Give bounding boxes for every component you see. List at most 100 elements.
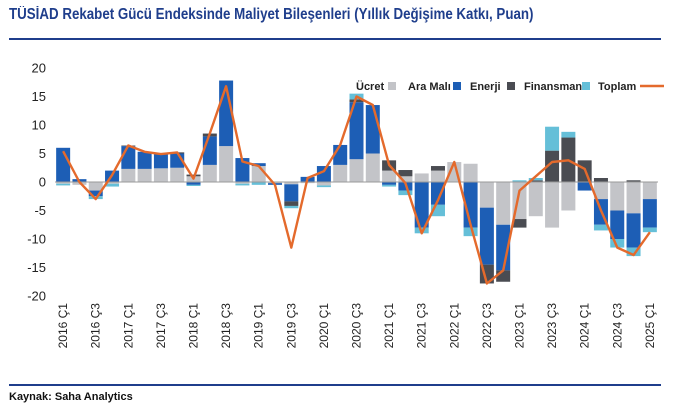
bar-segment-0-33: [593, 182, 608, 200]
bar-segment-3-36: [642, 227, 657, 233]
bar-segment-3-29: [528, 178, 543, 181]
x-tick-label: 2021 Ç3: [415, 303, 429, 349]
x-tick-label: 2024 Ç1: [578, 303, 592, 349]
legend-swatch-1: [453, 82, 461, 90]
y-tick-label: -20: [27, 289, 46, 304]
x-tick-label: 2019 Ç1: [252, 303, 266, 349]
bar-segment-3-30: [545, 126, 560, 151]
bar-segment-2-29: [528, 180, 543, 182]
legend: Ücret Ara Malı Enerji Finansman Toplam: [356, 80, 664, 93]
x-tick-label: 2020 Ç1: [317, 303, 331, 349]
footer-divider: [9, 384, 661, 386]
bar-segment-3-11: [235, 183, 250, 186]
bar-segment-1-8: [186, 182, 201, 185]
x-tick-label: 2016 Ç3: [89, 303, 103, 349]
bar-segment-0-31: [561, 182, 576, 211]
bar-segment-0-3: [105, 182, 120, 184]
bar-segment-0-21: [398, 176, 413, 182]
bar-segment-1-20: [382, 182, 397, 185]
x-tick-label: 2022 Ç1: [447, 303, 461, 349]
bar-segment-0-10: [219, 146, 234, 182]
total-line-0: [62, 84, 651, 285]
bar-segment-1-2: [88, 190, 103, 197]
x-tick-label: 2020 Ç3: [350, 303, 364, 349]
bar-segment-3-35: [626, 247, 641, 257]
bar-segment-0-9: [202, 164, 217, 182]
bar-segment-0-11: [235, 182, 250, 184]
bar-segment-3-23: [430, 204, 445, 217]
bar-segment-0-22: [414, 173, 429, 182]
bar-segment-0-25: [463, 163, 478, 182]
y-tick-label: 10: [32, 118, 46, 133]
y-tick-label: 5: [39, 146, 46, 161]
stacked-bar-line-chart: -20 -15 -10 -5 0 5 10 15 20 2016 Ç1 2016 Ç3 2017 Ç…: [27, 61, 664, 349]
bar-segment-1-22: [414, 182, 429, 228]
bar-segment-0-34: [610, 182, 625, 211]
bar-segment-0-18: [349, 159, 364, 182]
bar-segment-0-29: [528, 182, 543, 217]
source-note: Kaynak: Saha Analytics: [9, 391, 133, 403]
bar-segment-0-6: [153, 168, 168, 182]
bar-segment-1-14: [284, 184, 299, 202]
bar-segment-0-2: [88, 182, 103, 191]
bar-segment-3-14: [284, 205, 299, 209]
bar-segment-1-12: [251, 163, 266, 167]
y-tick-label: 0: [39, 175, 46, 190]
x-tick-label: 2016 Ç1: [56, 303, 70, 349]
x-axis: 2016 Ç1 2016 Ç3 2017 Ç1 2017 Ç3 2018 Ç1 2018 …: [56, 303, 657, 349]
bar-segment-2-14: [284, 201, 299, 206]
x-tick-label: 2017 Ç3: [154, 303, 168, 349]
bar-segment-2-21: [398, 170, 413, 177]
bar-segment-0-5: [137, 168, 152, 182]
bar-segment-0-0: [56, 182, 71, 184]
bar-segment-1-11: [235, 158, 250, 182]
x-tick-label: 2023 Ç1: [512, 303, 526, 349]
x-tick-label: 2025 Ç1: [643, 303, 657, 349]
x-tick-label: 2018 Ç3: [219, 303, 233, 349]
bar-segment-1-35: [626, 213, 641, 248]
bar-segment-0-17: [333, 164, 348, 182]
bar-segment-0-30: [545, 182, 560, 228]
bar-segment-3-20: [382, 184, 397, 187]
bar-segment-1-23: [430, 182, 445, 205]
chart-title: TÜSİAD Rekabet Gücü Endeksinde Maliyet B…: [9, 6, 534, 23]
bar-segment-0-13: [268, 182, 283, 184]
bar-segment-2-30: [545, 150, 560, 182]
y-tick-label: 20: [32, 61, 46, 76]
bar-segment-0-35: [626, 182, 641, 214]
bar-segment-1-36: [642, 199, 657, 228]
bar-segment-1-32: [577, 182, 592, 191]
bar-segment-0-26: [479, 182, 494, 208]
legend-swatch-0: [388, 82, 396, 90]
bar-segment-1-4: [121, 146, 136, 169]
legend-swatch-2: [507, 82, 515, 90]
bar-segment-0-19: [365, 153, 380, 182]
bar-segment-1-16: [316, 166, 331, 182]
title-divider: [9, 38, 661, 40]
total-line-layer: [62, 84, 651, 285]
x-tick-label: 2019 Ç3: [284, 303, 298, 349]
bar-segment-0-14: [284, 182, 299, 185]
bar-segment-3-16: [316, 185, 331, 188]
bar-segment-1-26: [479, 207, 494, 265]
legend-label-0: Ücret: [356, 80, 384, 93]
bar-segment-0-12: [251, 166, 266, 182]
bar-segment-1-34: [610, 210, 625, 239]
bar-segment-0-23: [430, 170, 445, 182]
x-tick-label: 2022 Ç3: [480, 303, 494, 349]
x-tick-label: 2023 Ç3: [545, 303, 559, 349]
bar-segment-2-27: [496, 270, 511, 282]
bar-segment-3-8: [186, 184, 201, 186]
x-tick-label: 2021 Ç1: [382, 303, 396, 349]
legend-label-4: Toplam: [598, 81, 637, 93]
y-tick-label: -15: [27, 260, 46, 275]
bar-segment-3-3: [105, 183, 120, 187]
bar-segment-3-21: [398, 190, 413, 196]
y-tick-label: -10: [27, 232, 46, 247]
bar-segment-0-20: [382, 170, 397, 182]
bar-segment-2-23: [430, 166, 445, 171]
bar-segment-0-36: [642, 182, 657, 200]
bar-segment-3-28: [512, 180, 527, 182]
bar-segment-0-16: [316, 182, 331, 186]
bar-segment-2-18: [349, 99, 364, 103]
